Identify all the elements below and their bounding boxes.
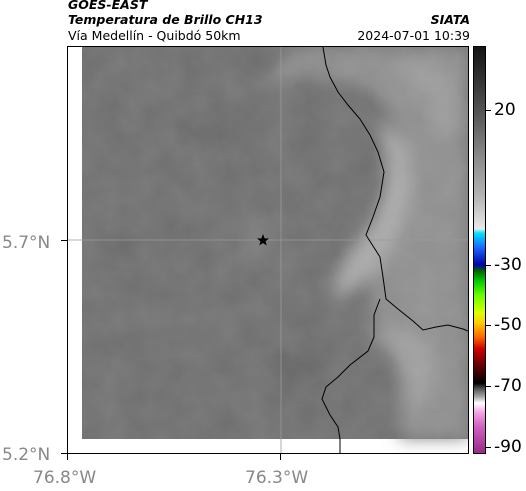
product-title: Temperatura de Brillo CH13 bbox=[68, 12, 263, 27]
colorbar-label: -30 bbox=[494, 255, 522, 275]
lon-label-76.8: 76.8°W bbox=[33, 468, 97, 488]
brightness-temperature-map bbox=[68, 47, 468, 453]
map-panel bbox=[67, 46, 469, 454]
lon-tick bbox=[280, 454, 281, 460]
agency-label: SIATA bbox=[430, 12, 470, 27]
colorbar-label: -90 bbox=[494, 437, 522, 457]
lon-tick bbox=[67, 454, 68, 460]
department-border bbox=[321, 298, 381, 453]
colorbar-tick bbox=[486, 447, 491, 448]
colorbar-tick bbox=[486, 265, 491, 266]
lat-tick bbox=[61, 453, 67, 454]
colorbar-tick bbox=[486, 110, 491, 111]
satellite-title: GOES-EAST bbox=[68, 0, 148, 12]
region-subtitle: Vía Medellín - Quibdó 50km bbox=[68, 28, 241, 43]
colorbar bbox=[473, 46, 486, 454]
lat-label-5.2: 5.2°N bbox=[2, 445, 51, 465]
lon-label-76.3: 76.3°W bbox=[245, 468, 309, 488]
colorbar-label: -70 bbox=[494, 376, 522, 396]
lat-tick bbox=[61, 240, 67, 241]
colorbar-label: -50 bbox=[494, 315, 522, 335]
colorbar-tick bbox=[486, 386, 491, 387]
colorbar-label: 20 bbox=[494, 100, 516, 120]
star-icon bbox=[257, 234, 269, 246]
department-border bbox=[322, 47, 468, 332]
lat-label-5.7: 5.7°N bbox=[2, 233, 51, 253]
colorbar-tick bbox=[486, 325, 491, 326]
datetime-label: 2024-07-01 10:39 bbox=[357, 28, 470, 43]
